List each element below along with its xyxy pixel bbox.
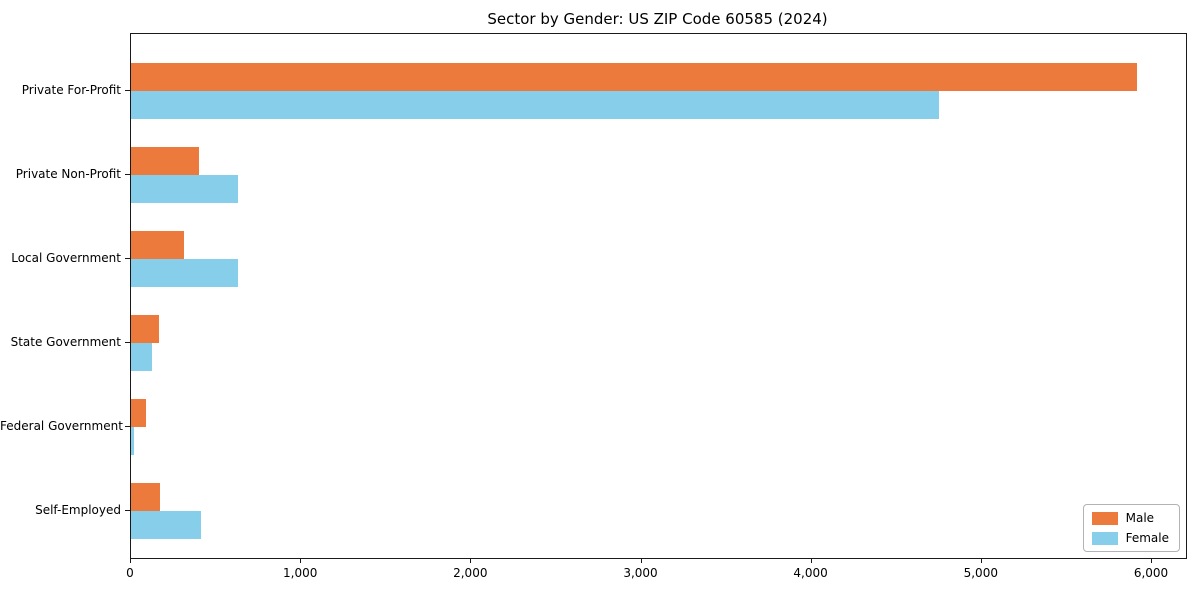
chart-title: Sector by Gender: US ZIP Code 60585 (202… — [487, 10, 828, 28]
xtick-label-1-000: 1,000 — [283, 566, 318, 580]
legend-item-male: Male — [1091, 511, 1169, 525]
ytick-mark — [125, 89, 130, 91]
xtick-mark — [470, 558, 472, 563]
ytick-label-local-government: Local Government — [11, 250, 121, 265]
bar-male-private-non-profit — [131, 146, 200, 175]
xtick-mark — [810, 558, 812, 563]
bar-female-state-government — [131, 342, 152, 371]
xtick-mark — [130, 558, 131, 563]
bar-male-private-for-profit — [131, 62, 1137, 91]
ytick-label-private-for-profit: Private For-Profit — [21, 82, 121, 97]
xtick-mark — [300, 558, 302, 563]
bar-female-private-for-profit — [131, 90, 940, 119]
bar-male-self-employed — [131, 482, 160, 511]
legend-swatch-male — [1091, 511, 1118, 525]
xtick-label-2-000: 2,000 — [453, 566, 488, 580]
ytick-mark — [125, 341, 130, 343]
ytick-mark — [125, 509, 130, 511]
xtick-label-4-000: 4,000 — [793, 566, 828, 580]
ytick-label-state-government: State Government — [10, 334, 121, 349]
bar-male-federal-government — [131, 398, 146, 427]
ytick-mark — [125, 257, 130, 259]
bar-male-state-government — [131, 314, 160, 343]
legend: Male Female — [1082, 504, 1180, 552]
legend-label-male: Male — [1125, 511, 1155, 525]
bar-female-local-government — [131, 258, 239, 287]
ytick-label-private-non-profit: Private Non-Profit — [15, 166, 121, 181]
plot-area: Male Female — [130, 33, 1187, 559]
xtick-label-6-000: 6,000 — [1133, 566, 1169, 580]
xtick-mark — [640, 558, 642, 563]
xtick-label-3-000: 3,000 — [623, 566, 658, 580]
bar-female-federal-government — [131, 426, 134, 455]
bar-male-local-government — [131, 230, 184, 259]
legend-swatch-female — [1091, 531, 1118, 545]
ytick-label-self-employed: Self-Employed — [35, 502, 121, 517]
xtick-mark — [980, 558, 982, 563]
legend-label-female: Female — [1125, 531, 1169, 545]
bar-female-private-non-profit — [131, 174, 238, 203]
ytick-mark — [125, 173, 130, 175]
legend-item-female: Female — [1091, 531, 1169, 545]
xtick-mark — [1151, 558, 1152, 563]
ytick-mark — [125, 425, 130, 427]
ytick-label-federal-government: Federal Government — [0, 418, 123, 433]
xtick-label-5-000: 5,000 — [963, 566, 998, 580]
bar-female-self-employed — [131, 510, 202, 539]
xtick-label-0: 0 — [126, 566, 134, 580]
